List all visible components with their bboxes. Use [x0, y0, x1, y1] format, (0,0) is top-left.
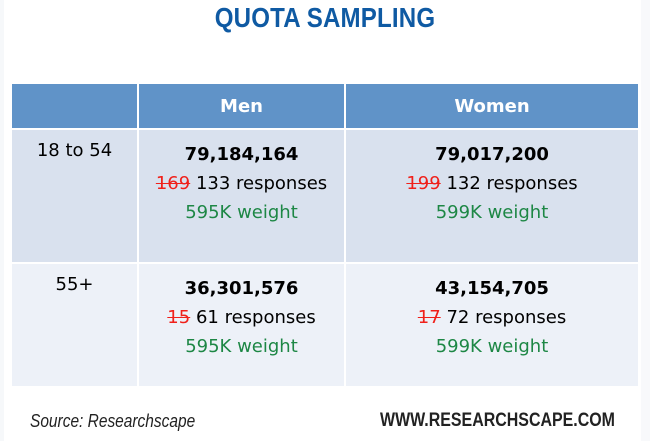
- responses-line: 199 132 responses: [346, 169, 638, 198]
- population-value: 79,017,200: [435, 144, 549, 165]
- women-cell: 43,154,705 17 72 responses 599K weight: [344, 262, 640, 388]
- weight-value: 599K weight: [435, 336, 549, 357]
- header-women: Women: [344, 82, 640, 130]
- population-value: 36,301,576: [184, 278, 299, 299]
- age-group-cell: 55+: [10, 262, 139, 388]
- table-row: 18 to 54 79,184,164 169 133 responses 59…: [10, 128, 640, 264]
- men-cell: 79,184,164 169 133 responses 595K weight: [137, 128, 346, 264]
- responses: 132 responses: [446, 173, 578, 194]
- source-caption: Source: Researchscape: [30, 411, 196, 431]
- header-row: Men Women: [10, 82, 640, 130]
- website-url: WWW.RESEARCHSCAPE.COM: [380, 410, 615, 431]
- men-cell: 36,301,576 15 61 responses 595K weight: [137, 262, 346, 388]
- page-title: QUOTA SAMPLING: [214, 2, 436, 33]
- responses-line: 17 72 responses: [346, 303, 638, 332]
- responses-line: 15 61 responses: [139, 303, 344, 332]
- old-responses: 17: [417, 307, 441, 328]
- right-edge: [641, 0, 650, 441]
- header-empty: [10, 82, 139, 130]
- weight-value: 595K weight: [185, 202, 298, 223]
- responses-line: 169 133 responses: [139, 169, 344, 198]
- quota-table: Men Women 18 to 54 79,184,164 169 133 re…: [10, 82, 640, 388]
- responses: 61 responses: [195, 307, 316, 328]
- old-responses: 169: [155, 173, 191, 194]
- old-responses: 199: [406, 173, 441, 194]
- population-value: 79,184,164: [184, 144, 299, 165]
- responses: 133 responses: [195, 173, 328, 194]
- header-men: Men: [137, 82, 346, 130]
- left-edge: [0, 0, 4, 441]
- weight-value: 595K weight: [185, 336, 298, 357]
- weight-value: 599K weight: [435, 202, 549, 223]
- population-value: 43,154,705: [435, 278, 549, 299]
- women-cell: 79,017,200 199 132 responses 599K weight: [344, 128, 640, 264]
- old-responses: 15: [167, 307, 191, 328]
- table-row: 55+ 36,301,576 15 61 responses 595K weig…: [10, 262, 640, 388]
- responses: 72 responses: [446, 307, 567, 328]
- age-group-cell: 18 to 54: [10, 128, 139, 264]
